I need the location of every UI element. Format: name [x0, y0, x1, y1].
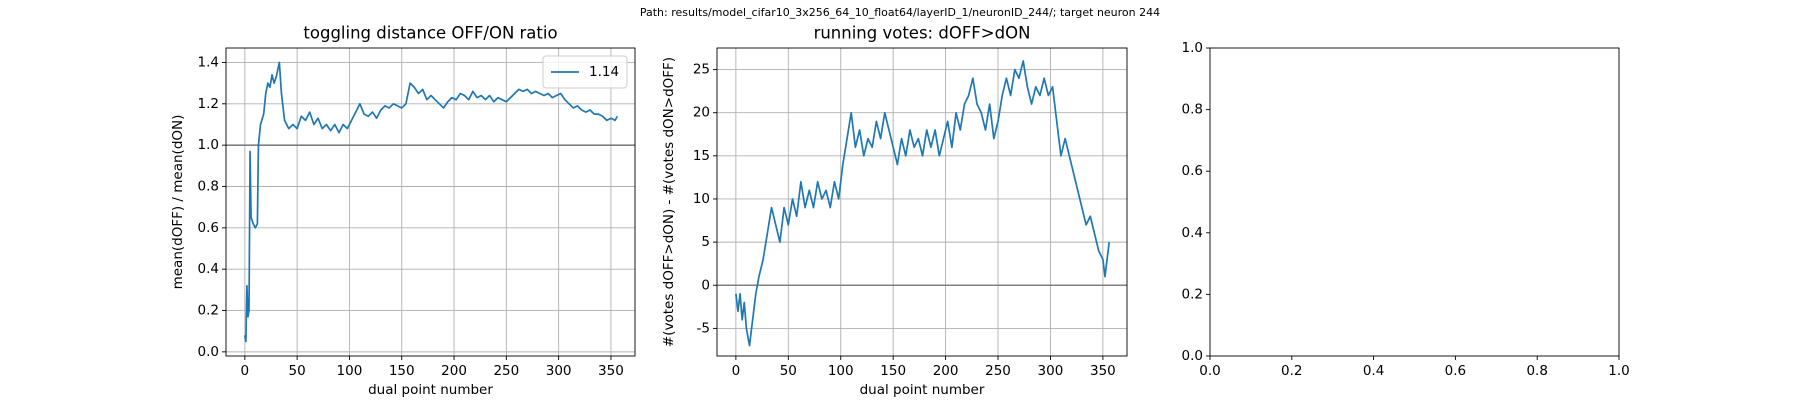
- y-tick-label: 5: [701, 234, 710, 250]
- x-tick-label: 50: [289, 363, 306, 379]
- y-tick-label: 0.4: [198, 261, 219, 277]
- x-tick-label: 0.8: [1526, 363, 1547, 379]
- x-tick-label: 100: [337, 363, 363, 379]
- x-tick-label: 150: [389, 363, 415, 379]
- y-tick-label: -5: [697, 320, 710, 336]
- y-tick-label: 0.6: [1182, 163, 1203, 179]
- y-tick-label: 15: [693, 148, 710, 164]
- y-tick-label: 1.2: [198, 96, 219, 112]
- x-tick-label: 150: [880, 363, 906, 379]
- axes-frame: [716, 47, 1128, 357]
- x-tick-label: 0.2: [1281, 363, 1302, 379]
- x-tick-label: 200: [933, 363, 959, 379]
- x-axis-label: dual point number: [860, 382, 985, 398]
- x-tick-label: 0: [241, 363, 250, 379]
- y-tick-label: 0: [701, 277, 710, 293]
- x-tick-label: 0.4: [1363, 363, 1384, 379]
- x-tick-label: 100: [828, 363, 854, 379]
- figure-title: Path: results/model_cifar10_3x256_64_10_…: [640, 6, 1160, 19]
- y-tick-label: 0.8: [1182, 102, 1203, 118]
- y-tick-label: 25: [693, 62, 710, 78]
- y-tick-label: 1.0: [1182, 40, 1203, 56]
- x-tick-label: 300: [546, 363, 572, 379]
- chart-title: running votes: dOFF>dON: [814, 24, 1031, 43]
- y-tick-label: 0.8: [198, 178, 219, 194]
- x-tick-label: 200: [441, 363, 467, 379]
- y-tick-label: 0.0: [198, 344, 219, 360]
- y-tick-label: 0.2: [1182, 286, 1203, 302]
- x-axis-label: dual point number: [368, 382, 493, 398]
- data-line: [243, 61, 618, 343]
- axes: 0 50 100 150 200 250 300 350 -5 0 5 10 15 20 25 running…: [661, 24, 1128, 398]
- axes: 0.0 0.2 0.4 0.6 0.8 1.0 0.0 0.2 0.4 0.6 0.8 1.0: [1182, 40, 1630, 379]
- y-tick-label: 1.4: [198, 54, 219, 70]
- y-axis-label: mean(dOFF) / mean(dON): [170, 115, 186, 290]
- legend-box: [542, 55, 628, 89]
- y-tick-label: 0.6: [198, 220, 219, 236]
- y-tick-label: 0.0: [1182, 348, 1203, 364]
- y-tick-label: 1.0: [198, 137, 219, 153]
- y-tick-label: 0.4: [1182, 225, 1203, 241]
- x-tick-label: 350: [598, 363, 624, 379]
- x-tick-label: 350: [1090, 363, 1116, 379]
- y-axis-label: #(votes dOFF>dON) - #(votes dON>dOFF): [661, 57, 677, 347]
- x-tick-label: 1.0: [1608, 363, 1629, 379]
- y-tick-label: 10: [693, 191, 710, 207]
- x-tick-label: 0.6: [1445, 363, 1466, 379]
- axes-frame: [1209, 47, 1620, 357]
- x-tick-label: 300: [1038, 363, 1064, 379]
- x-tick-label: 250: [493, 363, 519, 379]
- legend-label: 1.14: [589, 64, 619, 80]
- x-tick-label: 0: [732, 363, 741, 379]
- x-tick-label: 0.0: [1199, 363, 1220, 379]
- axes-frame: [225, 47, 636, 357]
- x-tick-label: 250: [985, 363, 1011, 379]
- y-tick-label: 0.2: [198, 303, 219, 319]
- y-tick-label: 20: [693, 105, 710, 121]
- x-tick-label: 50: [780, 363, 797, 379]
- axes: 0 50 100 150 200 250 300 350 0.0 0.2 0.4 0.6 0.8 1.0 1…: [170, 24, 636, 398]
- data-line: [735, 60, 1111, 347]
- chart-title: toggling distance OFF/ON ratio: [303, 24, 557, 43]
